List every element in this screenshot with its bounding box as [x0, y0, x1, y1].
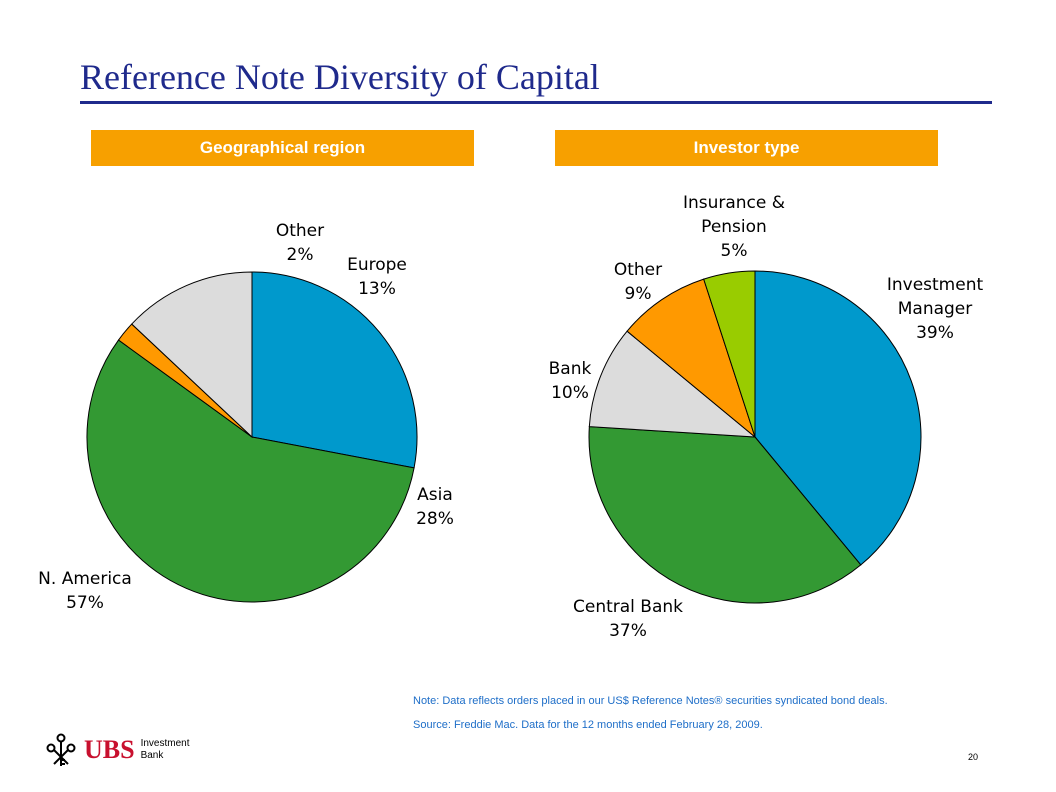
- pie1-label-n-america: N. America 57%: [38, 569, 132, 613]
- pie1-label-other: Other 2%: [276, 221, 324, 265]
- slide-title: Reference Note Diversity of Capital: [80, 57, 600, 97]
- ubs-logo: UBS Investment Bank: [44, 732, 190, 768]
- pie2-slice-insurance-pension: [703, 270, 756, 438]
- geographical-region-header: Geographical region: [91, 130, 474, 166]
- pie1-slice-n-america: [86, 339, 415, 603]
- pie2-label-other: Other 9%: [614, 260, 662, 304]
- pie2-label-investment-manager: Investment Manager 39%: [887, 275, 984, 343]
- pie2-label-central-bank: Central Bank 37%: [573, 597, 683, 641]
- investor-type-header: Investor type: [555, 130, 938, 166]
- ubs-keys-icon: [46, 733, 76, 766]
- pie1-label-europe: Europe 13%: [347, 255, 407, 299]
- ubs-wordmark: UBS: [84, 735, 135, 764]
- pie1-label-asia: Asia 28%: [416, 485, 454, 529]
- pie2-slice-other: [626, 278, 757, 439]
- pie2-slice-central-bank: [588, 426, 862, 604]
- pie2-label-bank: Bank 10%: [549, 359, 592, 403]
- pie1-slice-europe: [131, 271, 253, 439]
- title-underline: [80, 101, 992, 104]
- division-line-1: Investment: [140, 738, 190, 749]
- pie2-slice-investment-manager: [754, 270, 922, 566]
- pie2-slice-bank: [588, 330, 757, 438]
- source-text: Source: Freddie Mac. Data for the 12 mon…: [413, 719, 763, 731]
- division-name: Investment Bank: [141, 738, 190, 762]
- pie2-label-insurance-pension: Insurance & Pension 5%: [683, 193, 785, 261]
- note-text: Note: Data reflects orders placed in our…: [413, 695, 888, 707]
- page-number: 20: [968, 752, 979, 762]
- division-line-2: Bank: [140, 750, 164, 761]
- pie1-slice-asia: [251, 271, 418, 469]
